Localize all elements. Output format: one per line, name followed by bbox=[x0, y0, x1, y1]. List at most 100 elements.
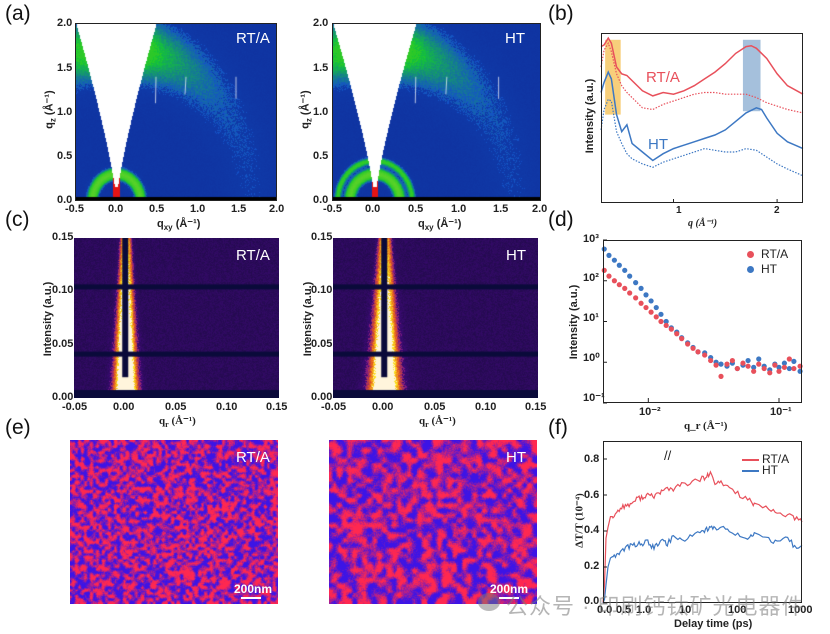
d-point-rta bbox=[713, 362, 719, 368]
d-point-rta bbox=[745, 363, 751, 369]
panel-label-e: (e) bbox=[5, 416, 31, 439]
gisaxs-map-ht bbox=[333, 238, 538, 398]
sample-label-rta-c: RT/A bbox=[236, 247, 270, 264]
b-ylabel: Intensity (a.u.) bbox=[584, 78, 596, 154]
d-point-rta bbox=[668, 326, 674, 332]
gisaxs-map-rta bbox=[74, 238, 279, 398]
a-xtick: -0.5 bbox=[323, 203, 342, 215]
f-ytick: 0.2 bbox=[584, 560, 600, 572]
a-xtick: 1.5 bbox=[493, 203, 509, 215]
c-xtick: 0.10 bbox=[216, 401, 238, 413]
d-point-rta bbox=[734, 365, 740, 372]
a-ylabel-rta: qz (Å⁻¹) bbox=[43, 90, 58, 129]
d-legend-label-rta: RT/A bbox=[761, 247, 789, 261]
giwaxs-map-ht bbox=[333, 24, 540, 200]
d-legend-marker-ht bbox=[747, 266, 754, 273]
a-ylabel-ht: qz (Å⁻¹) bbox=[299, 90, 314, 129]
d-point-rta bbox=[791, 365, 797, 372]
f-xtick: 1000 bbox=[788, 604, 813, 616]
c-xtick: -0.05 bbox=[321, 401, 347, 413]
a-xtick: 0.0 bbox=[108, 203, 124, 215]
d-point-ht bbox=[745, 357, 751, 364]
d-point-rta bbox=[702, 352, 708, 358]
d-point-rta bbox=[756, 361, 762, 367]
d-point-rta bbox=[776, 368, 782, 374]
f-axis-break: // bbox=[664, 448, 672, 463]
a-xtick: 0.5 bbox=[149, 203, 165, 215]
f-ytick: 0.4 bbox=[584, 524, 600, 536]
giwaxs-map-rta bbox=[76, 24, 276, 200]
b-xtick: 2 bbox=[774, 205, 780, 216]
a-xtick: 0.0 bbox=[365, 203, 381, 215]
d-point-ht bbox=[663, 318, 669, 325]
c-ytick: 0.10 bbox=[52, 284, 74, 296]
a-ytick: 2.0 bbox=[313, 17, 329, 29]
f-series-ht bbox=[602, 525, 803, 604]
d-point-rta bbox=[781, 364, 787, 370]
d-point-ht bbox=[786, 365, 792, 372]
f-ylabel: ΔT/T (10⁻⁴) bbox=[573, 493, 586, 548]
d-point-ht bbox=[791, 358, 797, 364]
c-ytick: 0.05 bbox=[311, 338, 333, 350]
c-xtick: 0.00 bbox=[113, 401, 135, 413]
a-ytick: 0.0 bbox=[313, 194, 329, 206]
d-point-rta bbox=[690, 345, 696, 351]
d-point-rta bbox=[633, 295, 639, 301]
panel-label-b: (b) bbox=[548, 2, 574, 25]
a-ytick: 1.5 bbox=[313, 62, 329, 74]
scalebar-ht bbox=[499, 597, 519, 599]
d-ytick: 10² bbox=[583, 272, 599, 284]
f-ytick: 0.0 bbox=[584, 595, 600, 607]
d-point-rta bbox=[708, 357, 714, 364]
f-xtick: 1.0 bbox=[636, 604, 652, 616]
b-xtick: 1 bbox=[676, 205, 682, 216]
morphology-image-ht bbox=[329, 440, 537, 604]
c-xtick: 0.10 bbox=[475, 401, 497, 413]
c-ytick: 0.15 bbox=[52, 231, 74, 243]
c-xtick: 0.15 bbox=[525, 401, 547, 413]
sample-label-rta-a: RT/A bbox=[236, 30, 270, 47]
c-xtick: -0.05 bbox=[62, 401, 88, 413]
a-xtick: 2.0 bbox=[532, 203, 548, 215]
f-xtick: 10 bbox=[679, 604, 692, 616]
sample-label-ht-e: HT bbox=[506, 449, 526, 466]
d-point-rta bbox=[772, 362, 778, 368]
a-ytick: 0.5 bbox=[313, 150, 329, 162]
d-point-ht bbox=[627, 273, 633, 279]
c-ytick: 0.15 bbox=[311, 231, 333, 243]
scalebar-label-rta: 200nm bbox=[234, 582, 273, 596]
sample-label-ht-a: HT bbox=[505, 30, 525, 47]
b-series-ht-dotted bbox=[600, 98, 804, 177]
chart-b-frame bbox=[601, 33, 803, 203]
chart-d-frame bbox=[603, 240, 802, 403]
a-xtick: 0.5 bbox=[408, 203, 424, 215]
f-legend-label-rta: RT/A bbox=[762, 452, 790, 466]
giwaxs-frame-ht bbox=[332, 23, 541, 201]
d-point-rta bbox=[653, 314, 659, 320]
c-ytick: 0.10 bbox=[311, 284, 333, 296]
b-highlight-band-0 bbox=[605, 39, 621, 115]
d-point-ht bbox=[638, 285, 644, 291]
d-point-rta bbox=[761, 365, 767, 372]
a-xlabel-rta: qxy (Å⁻¹) bbox=[157, 218, 201, 233]
d-point-rta bbox=[611, 278, 617, 284]
d-point-rta bbox=[751, 368, 757, 374]
d-point-ht bbox=[606, 252, 612, 258]
a-ytick: 0.0 bbox=[57, 194, 73, 206]
f-ytick: 0.8 bbox=[584, 453, 600, 465]
c-ytick: 0.05 bbox=[52, 338, 74, 350]
d-point-ht bbox=[776, 364, 782, 370]
b-series-ht-solid bbox=[600, 70, 804, 162]
d-point-ht bbox=[653, 304, 659, 311]
d-xtick: 10⁻¹ bbox=[770, 406, 792, 418]
d-point-rta bbox=[663, 322, 669, 329]
b-annotation-ht: HT bbox=[648, 136, 668, 153]
d-point-rta bbox=[627, 290, 633, 296]
chart-f-frame bbox=[603, 441, 802, 603]
d-point-ht bbox=[648, 298, 654, 304]
d-ytick: 10³ bbox=[583, 233, 599, 245]
d-ytick: 10⁰ bbox=[583, 352, 600, 364]
panel-label-d: (d) bbox=[548, 208, 574, 231]
d-point-rta bbox=[718, 373, 724, 379]
d-point-ht bbox=[643, 292, 649, 298]
